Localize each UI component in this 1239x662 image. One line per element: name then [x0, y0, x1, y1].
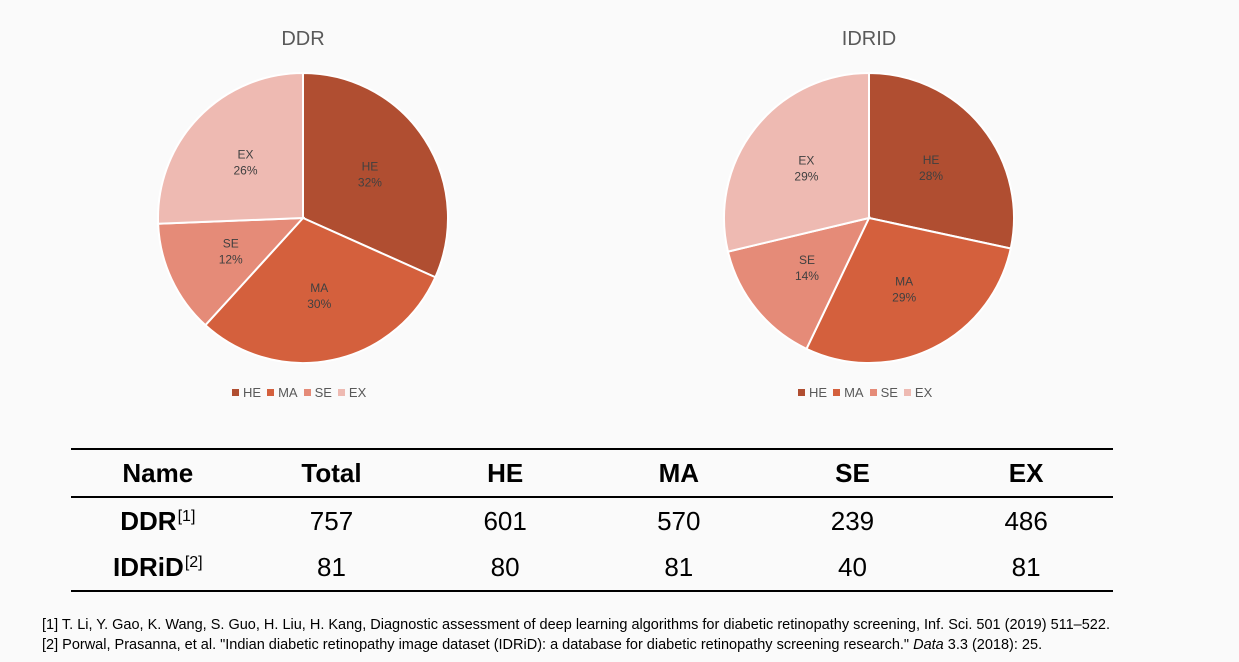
header-ma: MA: [591, 449, 766, 498]
reference-2: [2] Porwal, Prasanna, et al. "Indian dia…: [42, 635, 1110, 655]
chart-title-idrid: IDRID: [841, 28, 897, 50]
legend-item-se: SE: [303, 385, 332, 400]
slice-label-he: HE: [362, 160, 379, 174]
legend-swatch-ex: [903, 389, 911, 396]
slice-label-ex: EX: [237, 148, 253, 162]
dataset-name: IDRiD: [113, 551, 184, 582]
cell-ex: 81: [939, 544, 1113, 592]
slice-label-ma: MA: [310, 281, 328, 295]
legend-item-he: HE: [798, 385, 827, 400]
legend-label-ex: EX: [348, 385, 367, 400]
pie-slice-ex: [723, 71, 870, 253]
slice-percent-ma: 30%: [307, 297, 331, 311]
header-ex: EX: [939, 449, 1113, 498]
pie-slice-ma: [203, 216, 437, 364]
chart-title-ddr: DDR: [281, 28, 325, 50]
header-name: Name: [71, 449, 245, 498]
legend-item-he: HE: [232, 385, 261, 400]
legend-idrid: HE MA SE EX: [798, 385, 932, 400]
slice-percent-ma: 29%: [892, 291, 916, 305]
slice-percent-he: 28%: [919, 169, 943, 183]
cell-he: 80: [418, 544, 592, 592]
legend-label-ma: MA: [844, 385, 864, 400]
cell-ma: 570: [657, 505, 701, 536]
row-name-cell: DDR[1]: [71, 497, 245, 544]
cell-he: 601: [483, 505, 527, 536]
slice-label-se: SE: [799, 253, 815, 267]
slice-percent-ex: 26%: [233, 164, 257, 178]
legend-label-he: HE: [809, 385, 828, 400]
pie-slice-he: [302, 71, 449, 279]
pie-slice-se: [157, 216, 306, 327]
legend-label-ma: MA: [278, 385, 298, 400]
legend-label-se: SE: [314, 385, 332, 400]
header-total: Total: [244, 449, 419, 498]
table-row: DDR[1] 757 601 570 239 486: [71, 497, 1113, 544]
legend-swatch-se: [869, 389, 877, 396]
table-header-row: Name Total HE MA SE EX: [71, 449, 1113, 498]
cell-ma: 81: [591, 544, 766, 592]
header-he: HE: [418, 449, 592, 498]
cell-total: 81: [244, 544, 419, 592]
pie-slice-ma: [805, 216, 1012, 364]
legend-swatch-se: [303, 389, 311, 396]
legend-ddr: HE MA SE EX: [232, 385, 366, 400]
cell-total: 757: [309, 505, 354, 536]
legend-swatch-ma: [833, 389, 841, 396]
pie-slice-ex: [157, 71, 304, 225]
reference-1: [1] T. Li, Y. Gao, K. Wang, S. Guo, H. L…: [42, 617, 1110, 633]
legend-swatch-he: [232, 389, 239, 396]
reference-2-text: [2] Porwal, Prasanna, et al. "Indian dia…: [42, 637, 914, 653]
legend-item-ma: MA: [267, 385, 298, 400]
pie-slice-he: [868, 71, 1015, 250]
legend-item-ex: EX: [337, 385, 367, 400]
dataset-name: DDR: [120, 505, 177, 536]
cell-ex: 486: [1004, 505, 1048, 536]
dataset-statistics-table: Name Total HE MA SE EX DDR[1] 757 601 57…: [71, 448, 1113, 592]
slice-percent-ex: 29%: [794, 170, 818, 184]
reference-marker: [2]: [184, 553, 203, 571]
table-row: IDRiD[2] 81 80 81 40 81: [71, 544, 1113, 592]
legend-item-ex: EX: [903, 385, 933, 400]
slice-label-ma: MA: [895, 275, 913, 289]
slice-percent-he: 32%: [358, 176, 382, 190]
slice-percent-se: 12%: [219, 253, 243, 267]
legend-label-se: SE: [880, 385, 898, 400]
legend-label-ex: EX: [914, 385, 933, 400]
slice-label-ex: EX: [798, 154, 814, 168]
legend-label-he: HE: [243, 385, 262, 400]
legend-item-ma: MA: [833, 385, 864, 400]
pie-slice-se: [726, 216, 871, 351]
cell-se: 40: [765, 544, 940, 592]
legend-swatch-he: [798, 389, 805, 396]
row-name-cell: IDRiD[2]: [71, 544, 245, 592]
references: [1] T. Li, Y. Gao, K. Wang, S. Guo, H. L…: [42, 615, 1110, 655]
legend-swatch-ma: [267, 389, 275, 396]
reference-marker: [1]: [177, 507, 196, 525]
header-se: SE: [765, 449, 940, 498]
legend-swatch-ex: [337, 389, 345, 396]
pie-chart-idrid: HE 28% MA 29% SE 14% EX 29%: [723, 71, 1015, 364]
reference-2-details: 3.3 (2018): 25.: [943, 637, 1043, 653]
reference-2-journal: Data: [913, 637, 944, 653]
slice-percent-se: 14%: [795, 269, 819, 283]
slice-label-he: HE: [923, 153, 940, 167]
slice-label-se: SE: [223, 237, 239, 251]
legend-item-se: SE: [869, 385, 898, 400]
cell-se: 239: [830, 505, 875, 536]
pie-chart-ddr: HE 32% MA 30% SE 12% EX 26%: [157, 71, 449, 364]
